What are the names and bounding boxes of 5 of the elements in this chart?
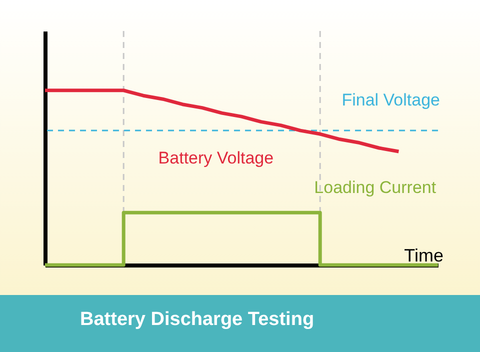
text: Battery Discharge Testing [0, 295, 480, 352]
x-axis-title: Time [404, 246, 444, 266]
series-label: Loading Current [314, 178, 436, 198]
ref-line-label: Final Voltage [342, 90, 440, 110]
series-label: Battery Voltage [158, 148, 274, 168]
